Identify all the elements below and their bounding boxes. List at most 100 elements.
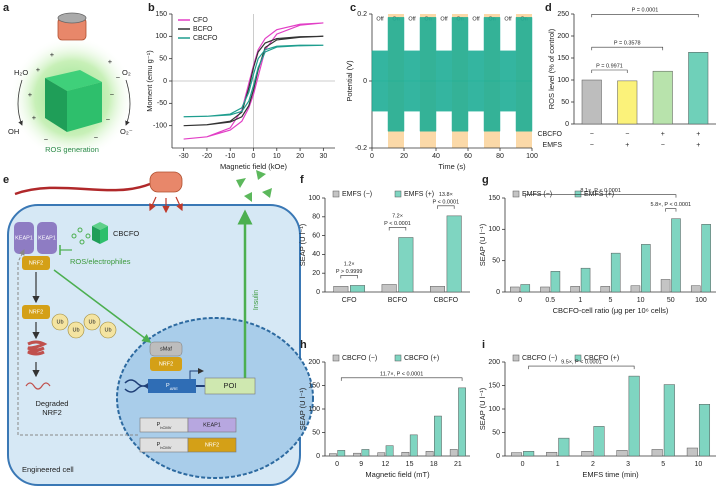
legend-swatch [332, 190, 340, 198]
cube-left [45, 78, 67, 132]
y-tick-label: 150 [488, 382, 500, 389]
significance-label: P = 0.0001 [632, 8, 659, 14]
bar [377, 452, 386, 457]
y-axis-label: Moment (emu g⁻¹) [145, 50, 154, 112]
y-axis-label: SEAP (U l⁻¹) [298, 223, 307, 266]
label: sMaf [160, 346, 172, 352]
x-tick-label: 50 [667, 297, 675, 304]
y-tick-label: 200 [488, 359, 500, 366]
x-tick-label: 20 [296, 153, 304, 160]
x-tick-label: 5 [609, 297, 613, 304]
significance-bracket [591, 13, 699, 18]
legend-swatch [574, 190, 582, 198]
y-tick-label: -100 [153, 123, 167, 130]
table-cell: − [590, 142, 594, 149]
y-tick-label: 0 [316, 453, 320, 460]
x-tick-label: -30 [179, 153, 189, 160]
legend-label: EMFS (+) [404, 191, 434, 198]
significance-bracket [528, 365, 635, 370]
significance-label: 1.2× [344, 261, 355, 267]
label: CBCFO [113, 229, 139, 238]
y-tick-label: 50 [312, 429, 320, 436]
bar [401, 451, 410, 457]
bar [520, 284, 531, 293]
label: PARE [166, 383, 178, 390]
charge: − [110, 90, 115, 99]
x-tick-label: 10 [273, 153, 281, 160]
signal-band [371, 17, 533, 82]
bar [329, 453, 337, 457]
bar [651, 449, 663, 457]
label-main: P [157, 422, 161, 428]
cube-top [45, 70, 102, 91]
label-main: P [157, 442, 161, 448]
x-tick-label: 21 [454, 461, 462, 468]
legend-label: CBCFO (−) [522, 355, 557, 362]
signal-band [371, 80, 533, 132]
label: NRF2 [42, 408, 62, 417]
x-tick-label: BCFO [388, 297, 408, 304]
bar [409, 434, 418, 457]
legend-label: CFO [193, 17, 208, 24]
x-tick-label: 2 [591, 461, 595, 468]
table-cell: − [661, 142, 665, 149]
gene [187, 437, 237, 453]
bar [446, 215, 462, 293]
bar [628, 375, 640, 457]
phase-label: Off [504, 16, 512, 22]
y-tick-label: 0 [363, 78, 367, 85]
bar [610, 252, 621, 293]
x-tick-label: CBCFO [434, 297, 459, 304]
significance-bracket [340, 275, 358, 279]
significance-label: P = 0.9971 [596, 63, 623, 69]
panel-letter: a [3, 2, 10, 14]
y-tick-label: 100 [155, 33, 167, 40]
legend-label: EMFS (−) [522, 191, 552, 198]
x-tick-label: 10 [695, 461, 703, 468]
bar [540, 286, 550, 293]
y-tick-label: 100 [308, 406, 320, 413]
table-cell: − [625, 131, 629, 138]
charge: + [36, 65, 41, 74]
charge: − [106, 115, 111, 124]
bar [361, 449, 370, 457]
label: Engineered cell [22, 465, 74, 474]
bar [550, 271, 561, 293]
label: ROS/electrophiles [70, 257, 131, 266]
bar [581, 79, 602, 125]
y-axis-label: SEAP (U l⁻¹) [298, 387, 307, 430]
label: Ub [104, 327, 111, 333]
label: NRF2 [205, 442, 219, 448]
x-axis-label: Magnetic field (kOe) [220, 162, 288, 171]
legend-label: EMFS (+) [584, 191, 614, 198]
significance-bracket [591, 46, 664, 51]
significance-label: 7.2× [392, 213, 403, 219]
charge: − [44, 135, 49, 144]
bar [381, 284, 397, 293]
promoter [148, 379, 196, 393]
x-tick-label: 100 [695, 297, 707, 304]
fragments [25, 382, 51, 390]
bar [350, 285, 366, 293]
panel-letter: c [350, 2, 356, 14]
x-tick-label: 12 [382, 461, 390, 468]
cube-right [67, 82, 102, 132]
x-tick-label: 1 [578, 297, 582, 304]
panel-letter: f [300, 174, 304, 186]
bar [600, 286, 611, 293]
x-tick-label: 9 [359, 461, 363, 468]
significance-bracket [591, 69, 628, 73]
bar [630, 285, 641, 293]
phase-label: Off [440, 16, 448, 22]
panel-letter: i [482, 339, 485, 351]
x-tick-label: 40 [432, 153, 440, 160]
bar [570, 286, 580, 293]
table-cell: − [590, 131, 594, 138]
panel-a: H₂O OH O₂ O₂⁻ ROS generation [8, 12, 134, 160]
y-tick-label: 50 [561, 99, 569, 106]
coil-top [57, 12, 87, 24]
label-sub: hCMV [160, 445, 171, 450]
label: Insulin [253, 290, 260, 310]
x-tick-label: 18 [430, 461, 438, 468]
x-tick-label: 0.5 [545, 297, 555, 304]
